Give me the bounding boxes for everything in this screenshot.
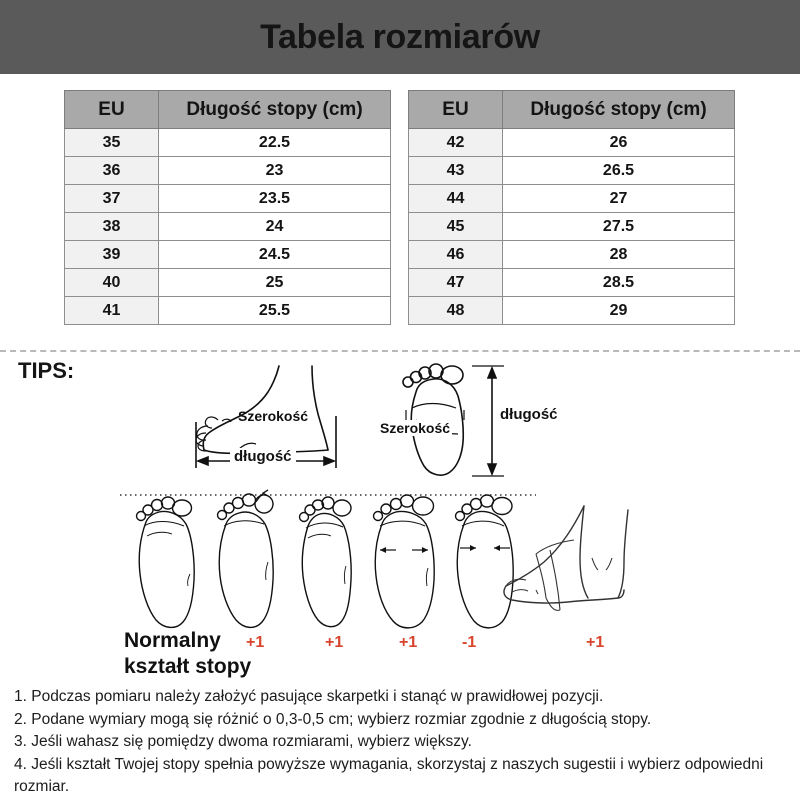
side-length-label: długość	[230, 448, 296, 465]
table-row: 40 25	[64, 268, 391, 297]
top-length-label: długość	[500, 406, 558, 423]
cell-length: 23.5	[158, 184, 391, 213]
size-table-right: EU Długość stopy (cm) 42 26 43 26.5 44 2…	[408, 90, 735, 325]
table-row: 41 25.5	[64, 296, 391, 325]
cell-eu: 39	[64, 240, 159, 269]
cell-length: 25.5	[158, 296, 391, 325]
foot-side-measure-diagram: Szerokość długość	[178, 364, 368, 481]
cell-eu: 47	[408, 268, 503, 297]
foot-shapes-row	[118, 486, 538, 643]
table-row: 48 29	[408, 296, 735, 325]
note-line: 1. Podczas pomiaru należy założyć pasują…	[14, 688, 604, 705]
table-row: 44 27	[408, 184, 735, 213]
table-row: 42 26	[408, 128, 735, 157]
foot-high-instep-diagram	[492, 498, 672, 643]
foot-shape-normal	[135, 496, 195, 629]
section-divider	[0, 350, 800, 352]
measurement-notes: 1. Podczas pomiaru należy założyć pasują…	[14, 686, 794, 799]
table-row: 36 23	[64, 156, 391, 185]
cell-length: 27	[502, 184, 735, 213]
cell-length: 29	[502, 296, 735, 325]
foot-shape-plus1-c	[372, 494, 435, 629]
table-row: 45 27.5	[408, 212, 735, 241]
top-width-label: Szerokość	[378, 420, 453, 436]
note-line: 2. Podane wymiary mogą się różnić o 0,3-…	[14, 710, 652, 728]
table-header-row: EU Długość stopy (cm)	[408, 90, 735, 129]
cell-eu: 43	[408, 156, 503, 185]
cell-eu: 45	[408, 212, 503, 241]
cell-length: 24	[158, 212, 391, 241]
column-header-length: Długość stopy (cm)	[158, 90, 391, 129]
table-row: 37 23.5	[64, 184, 391, 213]
foot-shape-plus1-a	[216, 489, 274, 629]
table-row: 35 22.5	[64, 128, 391, 157]
foot-shape-delta-2: +1	[325, 634, 344, 651]
table-row: 39 24.5	[64, 240, 391, 269]
note-line: 3. Jeśli wahasz się pomiędzy dwoma rozmi…	[14, 733, 472, 750]
side-width-label: Szerokość	[238, 408, 309, 424]
cell-eu: 42	[408, 128, 503, 157]
cell-eu: 46	[408, 240, 503, 269]
cell-length: 22.5	[158, 128, 391, 157]
page-header: Tabela rozmiarów	[0, 0, 800, 74]
foot-shape-normal-caption: Normalny kształt stopy	[124, 628, 251, 680]
cell-eu: 35	[64, 128, 159, 157]
cell-length: 23	[158, 156, 391, 185]
column-header-eu: EU	[64, 90, 159, 129]
size-table-left: EU Długość stopy (cm) 35 22.5 36 23 37 2…	[64, 90, 391, 325]
cell-eu: 44	[408, 184, 503, 213]
cell-eu: 41	[64, 296, 159, 325]
cell-eu: 48	[408, 296, 503, 325]
table-row: 47 28.5	[408, 268, 735, 297]
foot-shape-delta-5: +1	[586, 634, 605, 651]
cell-eu: 37	[64, 184, 159, 213]
table-row: 38 24	[64, 212, 391, 241]
table-row: 46 28	[408, 240, 735, 269]
cell-eu: 36	[64, 156, 159, 185]
page-title: Tabela rozmiarów	[260, 17, 540, 56]
note-line: 4. Jeśli kształt Twojej stopy spełnia po…	[14, 755, 764, 796]
normal-caption-line-1: Normalny	[124, 629, 221, 652]
table-row: 43 26.5	[408, 156, 735, 185]
cell-length: 27.5	[502, 212, 735, 241]
cell-length: 26	[502, 128, 735, 157]
normal-caption-line-2: kształt stopy	[124, 655, 252, 678]
cell-length: 24.5	[158, 240, 391, 269]
cell-length: 28	[502, 240, 735, 269]
foot-shape-delta-3: +1	[399, 634, 418, 651]
cell-length: 28.5	[502, 268, 735, 297]
column-header-length: Długość stopy (cm)	[502, 90, 735, 129]
foot-shape-delta-4: -1	[462, 634, 477, 651]
tips-label: TIPS:	[18, 358, 75, 383]
foot-shape-minus1	[454, 494, 514, 629]
size-tables-zone: EU Długość stopy (cm) 35 22.5 36 23 37 2…	[0, 74, 800, 338]
foot-shape-delta-1: +1	[246, 634, 265, 651]
cell-length: 26.5	[502, 156, 735, 185]
foot-top-measure-diagram: Szerokość długość	[372, 358, 572, 491]
table-header-row: EU Długość stopy (cm)	[64, 90, 391, 129]
cell-eu: 40	[64, 268, 159, 297]
column-header-eu: EU	[408, 90, 503, 129]
cell-eu: 38	[64, 212, 159, 241]
foot-shape-plus1-b	[298, 496, 352, 628]
cell-length: 25	[158, 268, 391, 297]
